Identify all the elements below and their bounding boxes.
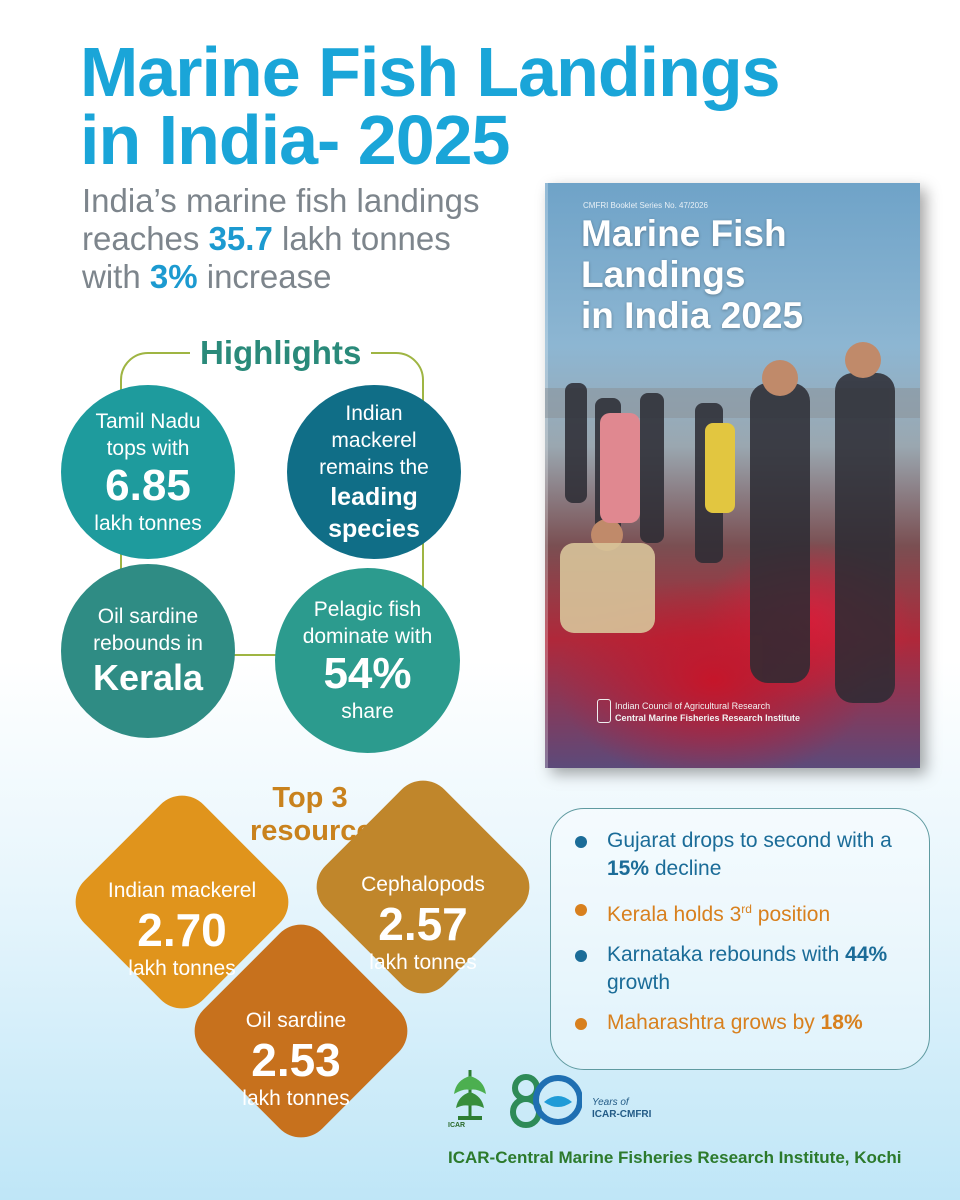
state-trends-panel: Gujarat drops to second with a 15% decli…: [550, 808, 930, 1070]
resource-unit: lakh tonnes: [369, 951, 477, 974]
list-item-text: Gujarat drops to second with a: [607, 829, 892, 852]
title-line-2: in India- 2025: [80, 101, 510, 179]
top3-heading-line: Top 3: [272, 782, 348, 814]
resource-name: Indian mackerel: [107, 879, 257, 902]
highlight-bold: species: [328, 514, 420, 543]
resource-name: Oil sardine: [245, 1009, 347, 1032]
highlight-value: Kerala: [92, 657, 204, 698]
footer-institute: ICAR-Central Marine Fisheries Research I…: [448, 1148, 902, 1167]
resource-cephalopods: Cephalopods 2.57 lakh tonnes: [323, 872, 523, 976]
years-label-line-1: Years of: [592, 1097, 629, 1108]
list-item-karnataka: Karnataka rebounds with 44% growth: [571, 941, 911, 997]
subtitle-text: increase: [197, 258, 332, 295]
years-label-line-2: ICAR-CMFRI: [592, 1109, 652, 1120]
highlight-value: 54%: [323, 649, 412, 698]
page-title: Marine Fish Landings in India- 2025: [80, 33, 781, 179]
resource-name: Cephalopods: [361, 873, 485, 896]
resource-value: 2.70: [137, 904, 227, 956]
subtitle-line-3: with 3% increase: [82, 258, 479, 296]
eighty-years-logo-icon: [510, 1074, 582, 1128]
highlight-text: Tamil Nadu: [95, 409, 201, 433]
highlight-value: 6.85: [105, 460, 191, 510]
booklet-title-line: Marine Fish: [581, 213, 787, 254]
booklet-org-line-2: Central Marine Fisheries Research Instit…: [615, 713, 801, 723]
highlight-indian-mackerel: Indian mackerel remains the leading spec…: [287, 385, 461, 559]
booklet-org-line-1: Indian Council of Agricultural Research: [615, 701, 771, 711]
resource-unit: lakh tonnes: [242, 1087, 350, 1110]
bullet-dot: [575, 1018, 587, 1030]
subtitle-text: reaches: [82, 220, 209, 257]
bullet-dot: [575, 904, 587, 916]
subtitle-text: with: [82, 258, 150, 295]
resource-indian-mackerel: Indian mackerel 2.70 lakh tonnes: [82, 878, 282, 982]
highlight-tamil-nadu: Tamil Nadu tops with 6.85 lakh tonnes: [61, 385, 235, 559]
list-item-gujarat: Gujarat drops to second with a 15% decli…: [571, 827, 911, 883]
list-item-value: 18%: [820, 1011, 863, 1034]
booklet-title-line: in India 2025: [581, 295, 804, 336]
highlight-text: Indian: [345, 401, 403, 425]
list-item-text: Kerala holds 3: [607, 903, 742, 926]
title-line-1: Marine Fish Landings: [80, 33, 781, 111]
increase-value: 3%: [149, 258, 198, 295]
list-item-text: position: [751, 903, 831, 926]
highlight-bold: leading: [330, 482, 418, 511]
highlight-oil-sardine: Oil sardine rebounds in Kerala: [61, 564, 235, 738]
subtitle-line-1: India’s marine fish landings: [82, 182, 480, 219]
list-item-kerala: Kerala holds 3rd position: [571, 895, 911, 929]
list-item-value: 44%: [845, 943, 888, 966]
resource-value: 2.57: [378, 898, 468, 950]
list-item-text: decline: [649, 857, 722, 880]
highlight-unit: share: [341, 700, 394, 723]
list-item-maharashtra: Maharashtra grows by 18%: [571, 1009, 911, 1037]
bullet-dot: [575, 836, 587, 848]
icar-logo-icon: [454, 1070, 486, 1120]
highlight-unit: lakh tonnes: [94, 511, 202, 535]
total-landings-value: 35.7: [208, 220, 273, 257]
resource-unit: lakh tonnes: [128, 957, 236, 980]
resource-value: 2.53: [251, 1034, 341, 1086]
icar-logo-label: ICAR: [448, 1122, 466, 1129]
subtitle: India’s marine fish landings reaches 35.…: [82, 182, 479, 296]
highlight-text: dominate with: [302, 625, 433, 648]
booklet-title: Marine Fish Landings in India 2025: [581, 213, 803, 336]
resource-oil-sardine: Oil sardine 2.53 lakh tonnes: [196, 1008, 396, 1112]
list-item-text: Karnataka rebounds with: [607, 943, 846, 966]
highlight-text: rebounds in: [93, 632, 203, 655]
fishermen-photo: [545, 342, 920, 703]
booklet-cover-image: CMFRI Booklet Series No. 47/2026 Marine …: [545, 183, 920, 768]
bullet-dot: [575, 950, 587, 962]
highlight-text: Pelagic fish: [313, 598, 422, 621]
highlight-text: remains the: [319, 455, 429, 479]
list-item-value: 15%: [607, 857, 650, 880]
booklet-series: CMFRI Booklet Series No. 47/2026: [583, 201, 708, 210]
highlight-text: Oil sardine: [97, 605, 199, 628]
list-item-text: Maharashtra grows by: [607, 1011, 821, 1034]
highlight-text: tops with: [106, 436, 190, 460]
list-item-text: growth: [607, 971, 671, 994]
list-item-superscript: rd: [741, 902, 752, 916]
highlight-pelagic-fish: Pelagic fish dominate with 54% share: [275, 568, 460, 753]
highlights-heading: Highlights: [190, 334, 372, 372]
subtitle-text: lakh tonnes: [272, 220, 451, 257]
subtitle-line-2: reaches 35.7 lakh tonnes: [82, 220, 479, 258]
icar-emblem-icon: [597, 699, 611, 723]
highlight-text: mackerel: [331, 428, 417, 452]
booklet-title-line: Landings: [581, 254, 746, 295]
